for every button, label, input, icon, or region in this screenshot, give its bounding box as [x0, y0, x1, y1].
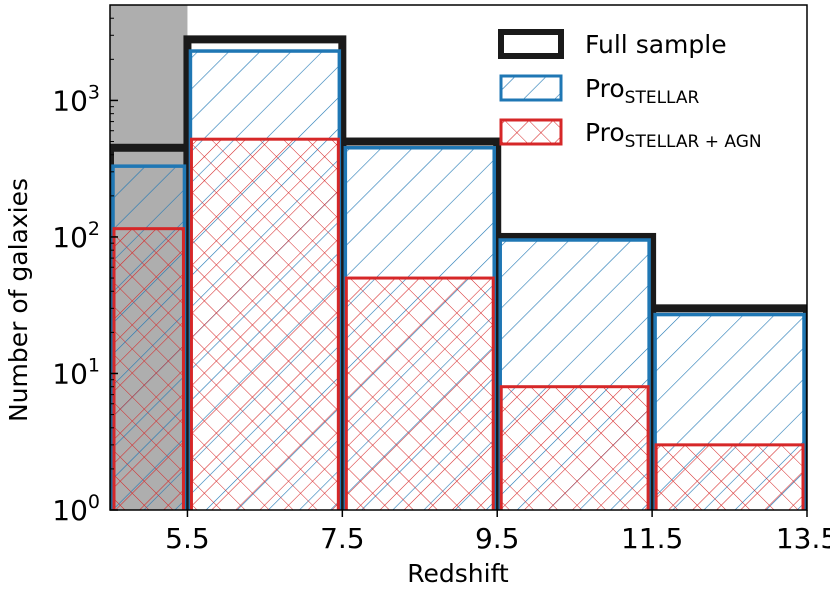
y-tick-label: 100 — [52, 491, 100, 527]
legend-label: Full sample — [585, 30, 727, 59]
x-tick-label: 7.5 — [320, 522, 365, 555]
axis-ticks: 5.5 7.5 9.5 11.5 13.5 100 101 102 103 — [52, 4, 830, 555]
legend-label: ProSTELLAR — [585, 74, 700, 108]
x-tick-label: 9.5 — [475, 522, 520, 555]
bar-prostellar-agn — [189, 137, 340, 510]
legend-swatch — [499, 74, 563, 102]
x-tick-label: 11.5 — [621, 522, 683, 555]
y-tick-label: 102 — [52, 218, 100, 254]
legend-swatch — [499, 118, 563, 146]
bar-prostellar-agn — [344, 276, 495, 510]
legend: Full sample ProSTELLAR ProSTELLAR + AGN — [498, 29, 762, 152]
x-tick-label: 5.5 — [165, 522, 210, 555]
series-full-sample — [110, 35, 807, 510]
series-prostellar-agn — [112, 137, 805, 510]
y-tick-label: 101 — [52, 354, 100, 390]
x-axis-label: Redshift — [407, 559, 509, 588]
legend-swatch — [498, 29, 564, 59]
y-axis-label: Number of galaxies — [4, 178, 33, 422]
x-tick-label: 13.5 — [776, 522, 830, 555]
plot-frame — [109, 4, 808, 511]
bar-prostellar-agn — [112, 227, 185, 510]
bar-prostellar-agn — [499, 385, 650, 510]
legend-label: ProSTELLAR + AGN — [585, 118, 762, 152]
bar-prostellar-agn — [654, 443, 805, 510]
y-tick-label: 103 — [52, 81, 100, 117]
